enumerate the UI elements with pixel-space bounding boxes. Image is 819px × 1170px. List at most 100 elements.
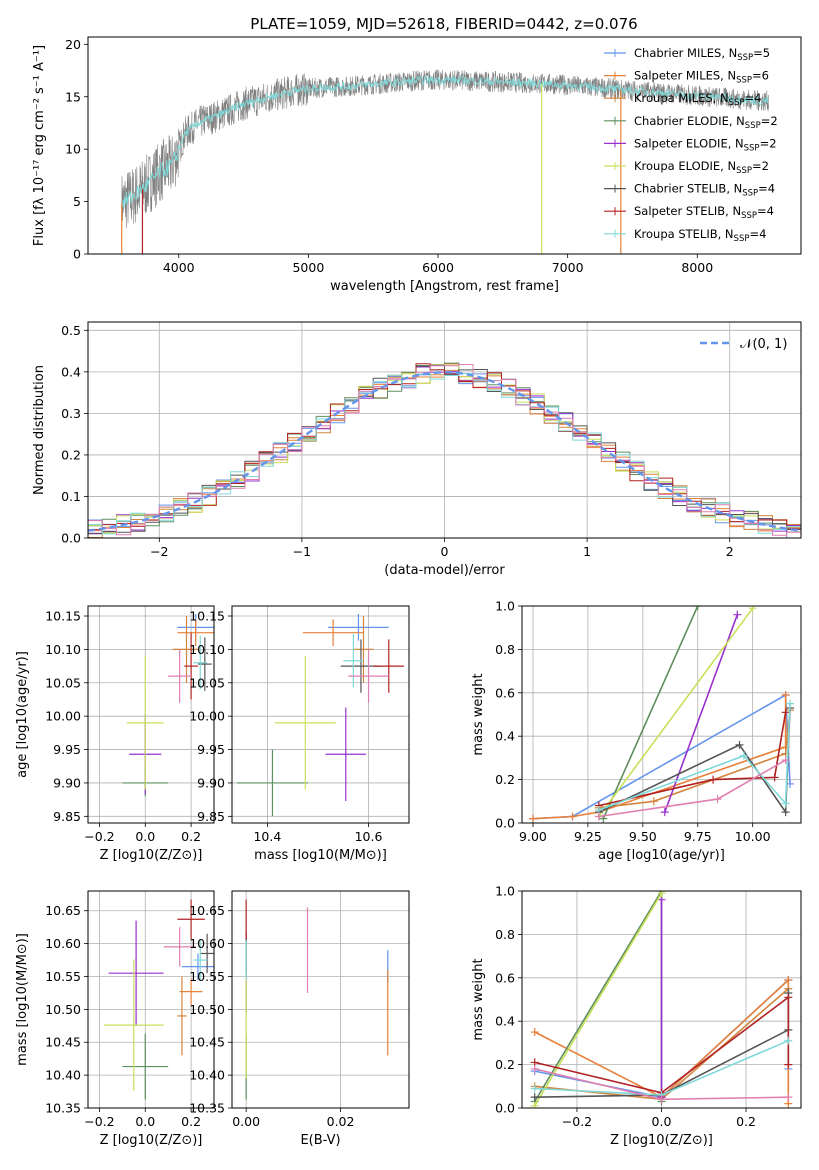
x-tick-label: 0.0 (652, 1114, 672, 1129)
y-tick-label: 0.2 (495, 772, 515, 787)
y-tick-label: 10.05 (189, 675, 225, 690)
x-axis-label: (data-model)/error (384, 563, 505, 578)
x-tick-label: 10.4 (253, 829, 281, 844)
x-tick-label: 9.25 (574, 829, 602, 844)
x-tick-label: 10.00 (735, 829, 771, 844)
x-axis-label: Z [log10(Z/Z⊙)] (100, 1133, 203, 1148)
y-tick-label: 0.2 (495, 1057, 515, 1072)
mass-weight-marker (594, 812, 603, 821)
y-axis-label: age [log10(age/yr)] (15, 651, 30, 778)
x-tick-label: 0.0 (135, 829, 155, 844)
y-tick-label: 10 (65, 142, 81, 157)
y-tick-label: 10.15 (45, 609, 81, 624)
y-tick-label: 15 (65, 89, 81, 104)
x-tick-label: −1 (293, 544, 311, 559)
y-tick-label: 10.45 (189, 1035, 225, 1050)
weight_vs_Z-panel: −0.2 0.0 0.2 0.0 0.2 0.4 0.6 0.8 1.0 Z [log10(Z/Z… (471, 884, 802, 1148)
mass-weight-marker (781, 708, 790, 717)
y-tick-label: 0.6 (495, 685, 515, 700)
model-spectrum-line (121, 74, 769, 209)
mass-weight-series (534, 892, 663, 1107)
x-axis-label: wavelength [Angstrom, rest frame] (330, 279, 559, 294)
spectrum-panel: 4000 5000 6000 7000 8000 0 5 10 15 20 wavelength [… (32, 36, 802, 294)
x-axis-label: Z [log10(Z/Z⊙)] (100, 848, 203, 863)
mass-weight-marker (735, 740, 744, 749)
y-tick-label: 0.0 (495, 816, 515, 831)
x-axis-label: E(B-V) (300, 1133, 340, 1148)
residual-legend: 𝒩(0, 1) (700, 337, 787, 352)
y-tick-label: 9.85 (53, 809, 81, 824)
age_vs_Z-plot-area (122, 614, 214, 797)
mass_vs_ebv-frame (231, 890, 410, 1109)
mass-weight-series (534, 995, 790, 1094)
mass-weight-marker (528, 814, 537, 823)
x-tick-label: 6000 (422, 260, 454, 275)
y-tick-label: 5 (73, 194, 81, 209)
y-tick-label: 9.95 (53, 742, 81, 757)
weight_vs_Z-frame (521, 890, 802, 1109)
mass-weight-marker (530, 1064, 539, 1073)
y-tick-label: 10.45 (45, 1035, 81, 1050)
mass-weight-series (598, 707, 791, 815)
observed-spectrum-line (121, 68, 769, 235)
y-axis-label: mass weight (471, 673, 486, 755)
x-tick-label: 9.75 (684, 829, 712, 844)
x-axis-label: Z [log10(Z/Z⊙)] (610, 1133, 713, 1148)
mass-weight-series (664, 614, 739, 813)
age_vs_Z-frame (87, 605, 215, 824)
y-tick-label: 10.65 (189, 903, 225, 918)
y-tick-label: 10.65 (45, 903, 81, 918)
mass-weight-series (532, 693, 791, 820)
y-axis-label: mass weight (471, 958, 486, 1040)
spectrum-frame (87, 36, 802, 255)
x-tick-label: 8000 (681, 260, 713, 275)
y-tick-label: 10.55 (189, 969, 225, 984)
mass-weight-marker (530, 1084, 539, 1093)
age_vs_mass-grid (232, 606, 409, 823)
y-tick-label: 0.8 (495, 642, 515, 657)
mass_vs_ebv-plot-area (245, 899, 389, 1100)
y-tick-label: 10.55 (45, 969, 81, 984)
y-tick-label: 9.90 (53, 775, 81, 790)
mass-weight-marker (649, 797, 658, 806)
mass-weight-marker (781, 799, 790, 808)
residual-histogram-series (88, 373, 801, 535)
x-tick-label: 1 (583, 544, 591, 559)
mass-weight-marker (530, 1028, 539, 1037)
mass-weight-marker (693, 606, 702, 610)
legend-entry: Kroupa ELODIE, NSSP=2 (634, 159, 769, 176)
mass-weight-marker (781, 808, 790, 817)
y-tick-label: 9.85 (197, 809, 225, 824)
y-tick-label: 10.60 (45, 936, 81, 951)
mass_vs_ebv-panel: 0.00 0.02 10.35 10.40 10.45 10.50 10.55 10.60 10… (189, 890, 410, 1148)
mass_vs_Z-plot-area (104, 899, 214, 1100)
x-tick-label: 0.00 (232, 1114, 260, 1129)
normal-curve-line (88, 371, 801, 532)
mass-weight-marker (657, 891, 666, 898)
mass-weight-series (598, 703, 791, 811)
y-tick-label: 0.0 (61, 531, 81, 546)
age_vs_mass-panel: 10.4 10.6 9.85 9.90 9.95 10.00 10.05 10.10 10.15… (189, 605, 410, 863)
legend-entry: Chabrier STELIB, NSSP=4 (634, 182, 775, 199)
residuals-frame (87, 321, 802, 539)
mass-weight-marker (781, 756, 790, 765)
x-tick-label: 0.2 (181, 829, 201, 844)
mass-weight-marker (784, 1093, 793, 1102)
y-tick-label: 10.35 (189, 1101, 225, 1116)
mass_vs_Z-frame (87, 890, 215, 1109)
legend-entry: Salpeter MILES, NSSP=6 (634, 69, 769, 86)
y-tick-label: 0.6 (495, 970, 515, 985)
mass-weight-marker (657, 1095, 666, 1104)
weight_vs_age-plot-area (528, 606, 795, 823)
mass-weight-marker (660, 808, 669, 817)
x-tick-label: 7000 (552, 260, 584, 275)
x-tick-label: 9.50 (629, 829, 657, 844)
x-tick-label: −0.2 (562, 1114, 592, 1129)
mass-weight-series (598, 759, 786, 818)
mass-weight-series (534, 891, 663, 1102)
mass-weight-marker (530, 1101, 539, 1108)
y-tick-label: 1.0 (495, 884, 515, 899)
mass_vs_ebv-grid (232, 891, 409, 1109)
mass-weight-marker (733, 610, 742, 619)
